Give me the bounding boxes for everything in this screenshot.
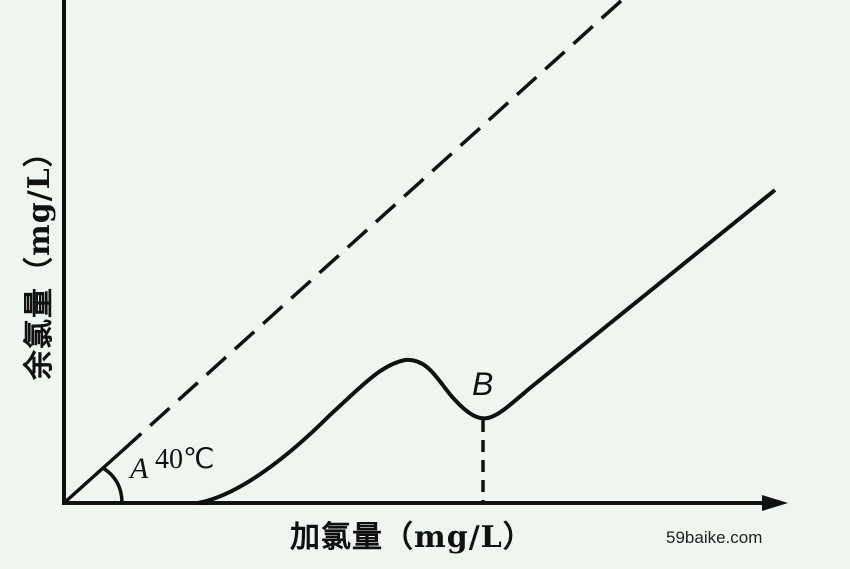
- angle-label: 40℃: [155, 444, 215, 475]
- reference-line-solid: [62, 449, 124, 505]
- reference-line-dashed: [120, 0, 624, 453]
- point-b-label: B: [472, 366, 494, 402]
- y-axis-label: 余氯量（mg/L）: [22, 136, 57, 380]
- point-a-label: A: [130, 452, 149, 485]
- watermark: 59baike.com: [666, 528, 763, 547]
- x-axis-label: 加氯量（mg/L）: [290, 520, 534, 555]
- x-axis-arrow: [762, 495, 788, 511]
- angle-arc: [102, 466, 124, 504]
- chlorination-curve: [197, 188, 777, 505]
